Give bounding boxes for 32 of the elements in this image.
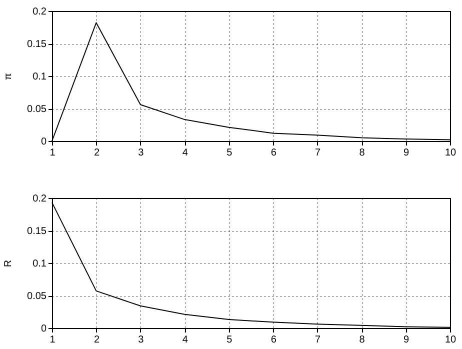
x-tick-label: 8 <box>359 334 366 346</box>
x-tick-label: 7 <box>315 334 322 346</box>
x-tick-label: 10 <box>444 334 456 346</box>
y-tick-label: 0.05 <box>27 291 47 302</box>
y-tick-label: 0.2 <box>32 6 47 18</box>
x-tick-label: 7 <box>315 148 322 158</box>
y-tick-label: 0.1 <box>32 72 47 82</box>
y-tick-label: 0.2 <box>32 194 47 204</box>
y-tick-label: 0.1 <box>32 258 47 270</box>
x-tick-label: 6 <box>270 334 277 346</box>
x-tick-label: 10 <box>444 148 456 158</box>
y-axis-title: R <box>3 260 14 268</box>
x-tick-label: 9 <box>403 148 410 158</box>
x-tick-label: 3 <box>138 148 144 158</box>
x-tick-label: 1 <box>50 334 56 346</box>
x-tick-label: 4 <box>182 334 188 346</box>
x-tick-label: 5 <box>226 334 233 346</box>
x-tick-label: 3 <box>138 334 144 346</box>
y-tick-label: 0.15 <box>27 39 47 50</box>
y-tick-label: 0.15 <box>27 226 47 237</box>
x-tick-label: 5 <box>226 148 233 158</box>
x-tick-label: 2 <box>94 148 100 158</box>
x-tick-label: 8 <box>359 148 366 158</box>
y-tick-label: 0.05 <box>27 104 47 115</box>
x-tick-label: 6 <box>270 148 277 158</box>
y-axis-title: π <box>3 72 14 80</box>
x-tick-label: 1 <box>50 148 56 158</box>
x-tick-label: 2 <box>94 334 100 346</box>
y-tick-label: 0 <box>40 324 47 334</box>
y-tick-label: 0 <box>40 136 47 148</box>
x-tick-label: 9 <box>403 334 410 346</box>
x-tick-label: 4 <box>182 148 188 158</box>
